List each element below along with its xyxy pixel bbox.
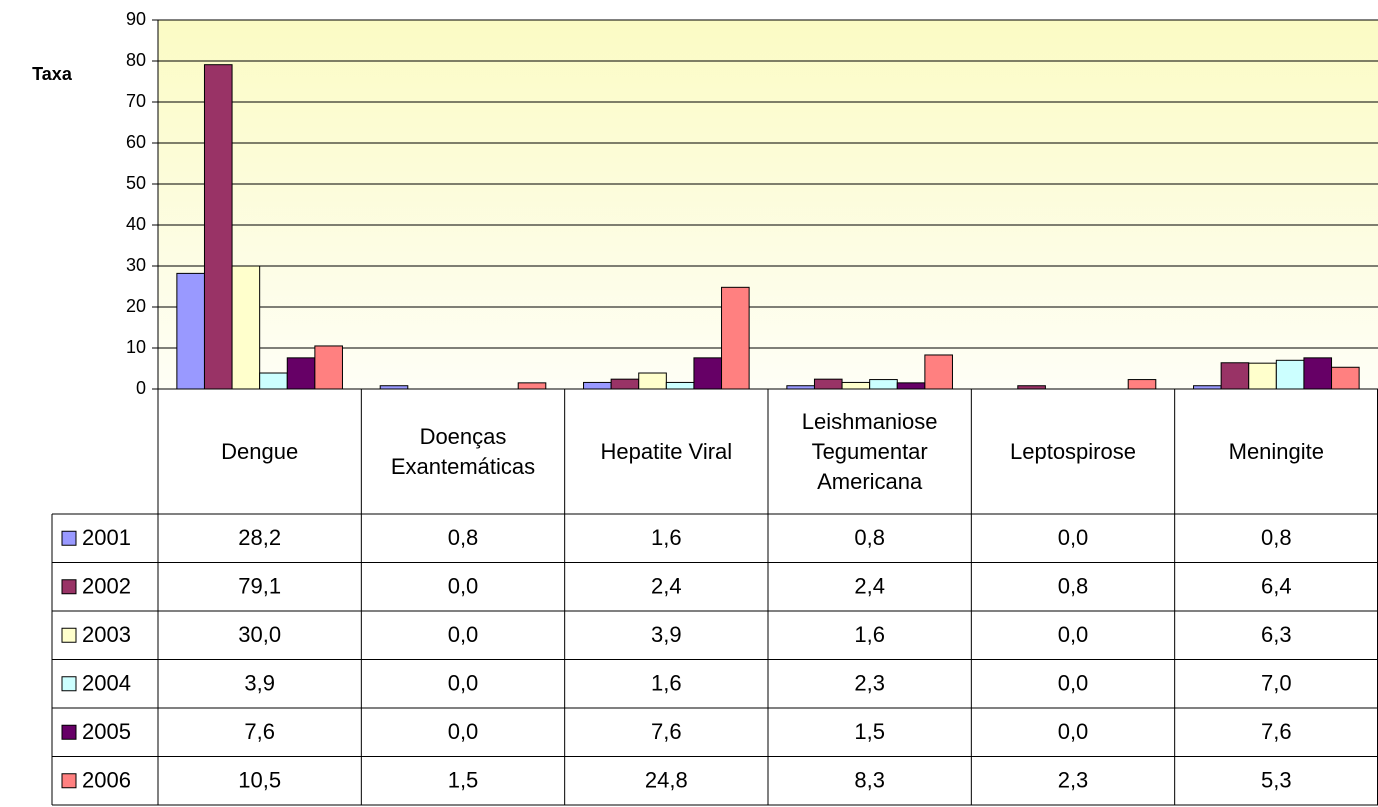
y-tick-label: 80 [126,50,146,70]
bar [231,265,261,390]
table-value: 2,4 [651,574,682,599]
table-value: 0,0 [448,671,479,696]
table-value: 2,3 [854,671,885,696]
y-tick-label: 20 [126,296,146,316]
table-value: 79,1 [238,574,281,599]
table-value: 0,0 [448,719,479,744]
table-value: 3,9 [651,622,682,647]
table-value: 2,4 [854,574,885,599]
table-value: 7,6 [651,719,682,744]
bar [1275,359,1305,390]
plot-area [158,20,1378,389]
x-tick-label: Hepatite Viral [600,438,733,464]
legend-swatch [61,773,77,789]
y-tick-label: 40 [126,214,146,234]
bar [286,357,316,390]
y-axis-label: Taxa [32,64,73,84]
table-value: 7,0 [1261,671,1292,696]
bar [1331,366,1360,390]
y-tick-label: 50 [126,173,146,193]
table-value: 1,6 [651,671,682,696]
table-value: 0,0 [448,574,479,599]
table-value: 30,0 [238,622,281,647]
table-value: 0,0 [1058,525,1089,550]
bar [1248,362,1277,390]
legend-swatch [61,579,77,595]
table-value: 0,8 [1058,574,1089,599]
bar [176,272,205,390]
bar [1220,362,1250,390]
table-value: 0,8 [448,525,479,550]
x-tick-label: Doenças Exantemáticas [390,423,536,479]
bar [924,354,953,390]
y-tick-label: 0 [136,378,146,398]
bar [1303,357,1333,390]
bar [869,379,898,390]
legend-label: 2004 [82,671,131,696]
x-tick-label: Meningite [1228,438,1325,464]
bar [693,357,723,390]
x-tick-label: Leptospirose [1010,438,1136,464]
table-value: 6,3 [1261,622,1292,647]
bar [259,372,288,390]
table-value: 2,3 [1058,768,1089,793]
table-value: 0,0 [1058,671,1089,696]
table-value: 0,0 [1058,622,1089,647]
x-tick-label: Leishmaniose Tegumentar Americana [801,408,938,494]
bar [721,286,750,390]
table-value: 7,6 [244,719,275,744]
legend-swatch [61,627,77,643]
bar [203,64,233,390]
table-value: 6,4 [1261,574,1292,599]
legend-label: 2006 [82,768,131,793]
table-value: 1,6 [854,622,885,647]
table-value: 0,0 [1058,719,1089,744]
bar [638,372,667,390]
bar [314,345,343,390]
table-value: 0,0 [448,622,479,647]
table-value: 0,8 [1261,525,1292,550]
table-value: 5,3 [1261,768,1292,793]
table-value: 1,5 [448,768,479,793]
table-value: 8,3 [854,768,885,793]
table-value: 0,8 [854,525,885,550]
legend-swatch [61,530,77,546]
legend-label: 2005 [82,719,131,744]
x-tick-label: Dengue [221,438,299,464]
legend-label: 2003 [82,622,131,647]
bar [813,378,843,390]
y-tick-label: 70 [126,91,146,111]
table-value: 24,8 [645,768,688,793]
y-tick-label: 60 [126,132,146,152]
legend-swatch [61,676,77,692]
table-value: 1,5 [854,719,885,744]
table-value: 3,9 [244,671,275,696]
legend-label: 2001 [82,525,131,550]
table-value: 7,6 [1261,719,1292,744]
bar [610,378,640,390]
table-value: 1,6 [651,525,682,550]
y-tick-label: 90 [126,9,146,29]
y-tick-label: 10 [126,337,146,357]
table-value: 28,2 [238,525,281,550]
table-value: 10,5 [238,768,281,793]
legend-swatch [61,724,77,740]
y-tick-label: 30 [126,255,146,275]
legend-label: 2002 [82,574,131,599]
bar [1127,379,1157,390]
